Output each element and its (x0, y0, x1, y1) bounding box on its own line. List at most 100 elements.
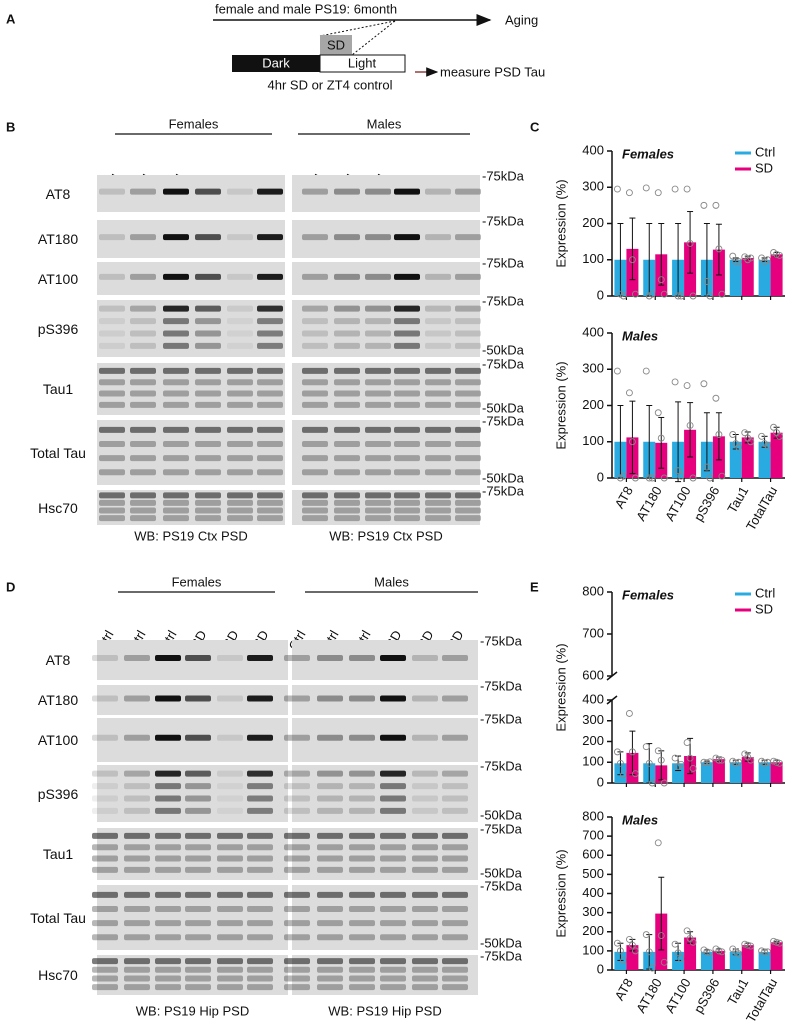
blot-strip (292, 220, 480, 258)
data-point (660, 958, 668, 966)
data-point (642, 184, 650, 192)
blot-band (317, 866, 343, 873)
bar (758, 951, 771, 970)
blot-band (442, 832, 468, 839)
kda-marker: -75kDa (480, 678, 523, 693)
blot-row-label: Hsc70 (38, 967, 78, 983)
blot-band (247, 934, 273, 941)
blot-band (317, 734, 343, 741)
blot-band (380, 975, 406, 982)
blot-band (227, 390, 253, 397)
dotted-line (319, 20, 396, 37)
sd-box (320, 35, 352, 55)
blot-band (455, 390, 481, 397)
blot-band (217, 958, 243, 965)
blot-band (163, 455, 189, 462)
blot-band (124, 984, 150, 991)
blot-row-label: AT100 (37, 732, 79, 748)
dark-box (232, 55, 320, 72)
blot-band (349, 734, 375, 741)
y-tick-label: 600 (582, 847, 604, 862)
blot-band (302, 469, 328, 476)
blot-band (302, 305, 328, 312)
x-tick-label: pS396 (691, 484, 723, 524)
data-point (613, 939, 621, 947)
blot-band (185, 891, 211, 898)
blot-band (365, 469, 391, 476)
blot-band (394, 492, 420, 499)
blot-band (412, 832, 438, 839)
blot-strip (292, 300, 480, 357)
y-tick-label: 500 (582, 866, 604, 881)
blot-band (99, 342, 125, 349)
data-point (700, 380, 708, 388)
data-point (671, 378, 679, 386)
blot-band (130, 342, 156, 349)
blot-band (317, 844, 343, 851)
blot-band (185, 866, 211, 873)
data-point (674, 292, 682, 300)
blot-band (284, 966, 310, 973)
blot-band (124, 891, 150, 898)
y-tick-label: 200 (582, 923, 604, 938)
blot-band (247, 695, 273, 702)
legend-label: SD (755, 601, 773, 616)
blot-band (124, 795, 150, 802)
data-point (747, 756, 755, 764)
blot-band (257, 273, 283, 280)
blot-band (380, 783, 406, 790)
blot-band (257, 318, 283, 325)
blot-band (247, 966, 273, 973)
blot-band (334, 469, 360, 476)
bar (700, 762, 713, 783)
blot-band (334, 188, 360, 195)
blot-strip (292, 175, 480, 212)
blot-band (334, 273, 360, 280)
blot-band (185, 934, 211, 941)
blot-band (317, 934, 343, 941)
blot-band (227, 342, 253, 349)
data-point (642, 367, 650, 375)
blot-band (124, 844, 150, 851)
blot-band (195, 234, 221, 241)
blot-band (412, 958, 438, 965)
kda-marker: -75kDa (480, 711, 523, 726)
y-tick-label: 0 (597, 287, 604, 302)
kda-marker: -75kDa (480, 633, 523, 648)
blot-band (334, 426, 360, 433)
bar (758, 441, 771, 478)
y-tick-label: 0 (597, 469, 604, 484)
blot-band (92, 984, 118, 991)
blot-band (412, 934, 438, 941)
blot-band (195, 492, 221, 499)
data-point (770, 757, 778, 765)
blot-band (349, 966, 375, 973)
blot-band (99, 441, 125, 448)
data-point (776, 251, 784, 259)
data-point (657, 434, 665, 442)
blot-band (317, 966, 343, 973)
blot-band (334, 379, 360, 386)
panel-label: C (530, 119, 540, 134)
blot-band (394, 342, 420, 349)
blot-band (163, 426, 189, 433)
panel-label: D (6, 579, 15, 594)
sd-label: SD (327, 37, 345, 52)
blot-band (455, 499, 481, 506)
blot-band (217, 844, 243, 851)
blot-band (185, 966, 211, 973)
data-point (660, 290, 668, 298)
blot-band (380, 695, 406, 702)
blot-band (425, 330, 451, 337)
blot-band (92, 906, 118, 913)
data-point (628, 256, 636, 264)
data-point (686, 754, 694, 762)
blot-band (365, 455, 391, 462)
blot-band (349, 984, 375, 991)
blot-band (163, 469, 189, 476)
blot-band (455, 441, 481, 448)
blot-band (195, 441, 221, 448)
blot-band (163, 318, 189, 325)
panel-label: E (530, 579, 539, 594)
blot-band (247, 734, 273, 741)
